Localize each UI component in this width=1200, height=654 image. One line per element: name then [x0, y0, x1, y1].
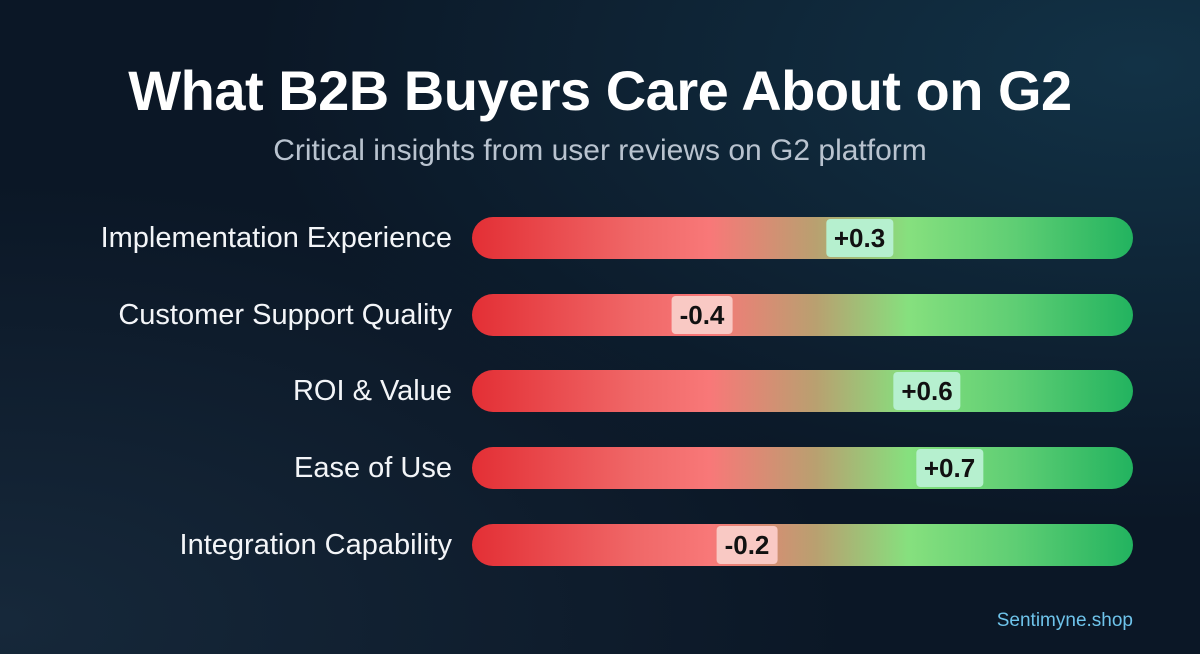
chart-title: What B2B Buyers Care About on G2 [128, 59, 1072, 122]
value-label: +0.7 [915, 449, 984, 487]
sentiment-bar: +0.6 [472, 370, 1133, 412]
bar-row: Ease of Use +0.7 [0, 447, 1200, 489]
value-label: -0.2 [716, 526, 778, 564]
bar-row: Integration Capability -0.2 [0, 524, 1200, 566]
value-label: +0.3 [825, 219, 894, 257]
sentiment-bar: -0.4 [472, 294, 1133, 336]
category-label: Implementation Experience [100, 222, 452, 254]
category-label: Integration Capability [179, 529, 452, 561]
category-label: Ease of Use [294, 452, 452, 484]
sentiment-bar: -0.2 [472, 524, 1133, 566]
bar-row: Customer Support Quality -0.4 [0, 294, 1200, 336]
value-label: +0.6 [893, 372, 961, 410]
category-label: Customer Support Quality [118, 299, 452, 331]
category-label: ROI & Value [292, 375, 452, 407]
value-label: -0.4 [671, 296, 733, 334]
bar-row: ROI & Value +0.6 [0, 370, 1200, 412]
sentiment-bar: +0.3 [472, 217, 1133, 259]
footer-brand: Sentimyne.shop [996, 610, 1133, 631]
bar-row: Implementation Experience +0.3 [0, 217, 1200, 259]
sentiment-bar: +0.7 [472, 447, 1133, 489]
chart-subtitle: Critical insights from user reviews on G… [273, 134, 927, 167]
